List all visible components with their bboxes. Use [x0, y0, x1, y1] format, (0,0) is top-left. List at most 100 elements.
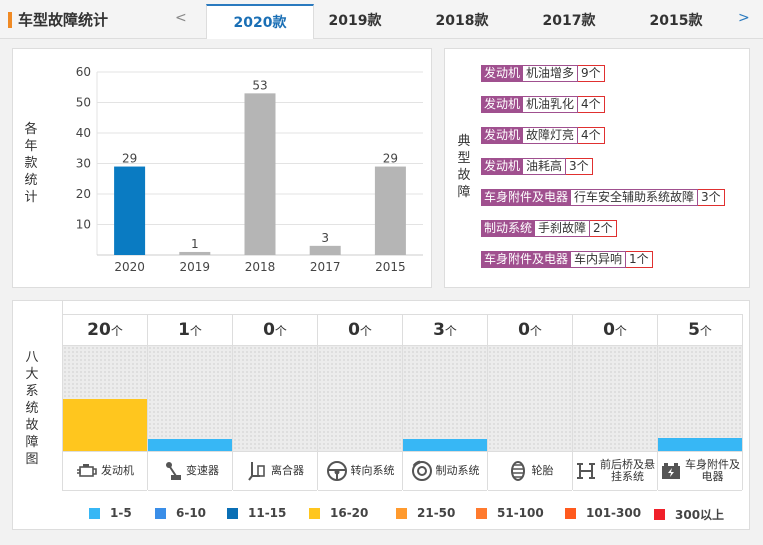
system-column[interactable]: 0个前后桥及悬挂系统	[573, 314, 658, 491]
fault-category: 制动系统	[481, 220, 536, 237]
fault-item[interactable]: 制动系统 手刹故障 2个	[481, 220, 617, 237]
fault-category: 发动机	[481, 158, 524, 175]
tire-icon	[510, 461, 525, 481]
system-column[interactable]: 5个 车身附件及电器	[658, 314, 743, 491]
legend-swatch	[309, 507, 320, 519]
count-unit: 个	[614, 324, 627, 338]
count-unit: 个	[359, 324, 372, 338]
fault-count: 1个	[626, 251, 653, 268]
tab-2019款[interactable]: 2019款	[328, 13, 382, 29]
fault-item[interactable]: 发动机 机油乳化 4个	[481, 96, 605, 113]
bar-value-label: 29	[383, 152, 398, 166]
bar-value-label: 3	[321, 231, 329, 245]
header	[0, 0, 763, 39]
fault-item[interactable]: 发动机 机油增多 9个	[481, 65, 605, 82]
system-count: 3个	[403, 314, 487, 346]
system-count: 0个	[573, 314, 657, 346]
legend-swatch	[654, 509, 665, 520]
legend-item: 21-50	[396, 506, 455, 520]
fault-count: 4个	[578, 127, 605, 144]
system-bar-area	[573, 346, 657, 451]
system-column[interactable]: 1个 变速器	[148, 314, 233, 491]
tab-2017款[interactable]: 2017款	[542, 13, 596, 29]
system-label: 转向系统	[318, 451, 402, 491]
legend-swatch	[227, 507, 238, 519]
fault-name: 故障灯亮	[523, 127, 579, 144]
year-bar-chart: 10 20 30 40 50 60 29 2020 1 2019 53 2018 3 2017 29 2015	[76, 65, 423, 274]
system-label: 制动系统	[403, 451, 487, 491]
system-column[interactable]: 0个轮胎	[488, 314, 573, 491]
tab-2020款[interactable]: 2020款	[206, 4, 314, 39]
system-count: 5个	[658, 314, 742, 346]
legend-swatch	[89, 507, 100, 519]
count-value: 0	[518, 320, 530, 340]
system-bar-area	[488, 346, 572, 451]
legend-item: 300以上	[654, 506, 724, 523]
clutch-icon	[248, 462, 265, 481]
prev-arrow-button[interactable]: <	[175, 10, 187, 26]
system-label: 离合器	[233, 451, 317, 491]
legend-label: 6-10	[176, 506, 207, 520]
system-count: 0个	[233, 314, 317, 346]
system-column[interactable]: 3个制动系统	[403, 314, 488, 491]
count-value: 0	[603, 320, 615, 340]
typical-faults-label: 典型故障	[457, 134, 471, 200]
legend-item: 6-10	[155, 506, 206, 520]
fault-item[interactable]: 车身附件及电器 车内异响 1个	[481, 251, 653, 268]
tab-2018款[interactable]: 2018款	[435, 13, 489, 29]
system-column[interactable]: 20个 发动机	[63, 314, 148, 491]
count-unit: 个	[699, 324, 712, 338]
bar-value-label: 1	[191, 237, 199, 251]
system-count: 0个	[488, 314, 572, 346]
title-accent	[8, 12, 12, 28]
fault-category: 车身附件及电器	[481, 251, 572, 268]
bar-2019[interactable]	[179, 251, 211, 255]
fault-count: 4个	[578, 96, 605, 113]
next-arrow-button[interactable]: >	[738, 10, 750, 26]
legend-item: 101-300	[565, 506, 641, 520]
system-column[interactable]: 0个 转向系统	[318, 314, 403, 491]
legend-swatch	[396, 507, 407, 519]
eight-systems-label: 八大系统故障图	[25, 350, 39, 467]
y-tick-label: 40	[76, 126, 91, 140]
steering-wheel-icon	[326, 461, 347, 481]
fault-item[interactable]: 车身附件及电器 行车安全辅助系统故障 3个	[481, 189, 725, 206]
bar-2017[interactable]	[309, 245, 341, 255]
system-column[interactable]: 0个离合器	[233, 314, 318, 491]
system-bar	[148, 439, 232, 451]
count-value: 0	[263, 320, 275, 340]
system-bar-area	[658, 346, 742, 451]
fault-item[interactable]: 发动机 油耗高 3个	[481, 158, 593, 175]
legend-label: 101-300	[586, 506, 642, 520]
y-tick-label: 20	[76, 187, 91, 201]
system-name: 轮胎	[531, 464, 554, 477]
fault-name: 行车安全辅助系统故障	[571, 189, 699, 206]
legend-label: 21-50	[417, 506, 456, 520]
count-unit: 个	[444, 324, 457, 338]
bar-2020[interactable]	[114, 166, 146, 255]
brake-disc-icon	[411, 460, 432, 481]
system-bar-area	[233, 346, 317, 451]
system-count: 1个	[148, 314, 232, 346]
battery-icon	[661, 463, 680, 479]
fault-count: 2个	[590, 220, 617, 237]
count-unit: 个	[189, 324, 202, 338]
legend-swatch	[476, 507, 487, 519]
system-bar-area	[148, 346, 232, 451]
bar-value-label: 53	[252, 78, 267, 92]
typical-faults-panel: 典型故障 发动机 机油增多 9个 发动机 机油乳化 4个 发动机 故障灯亮 4个 发动机 油耗高 3个…	[444, 48, 750, 288]
system-bar-area	[318, 346, 402, 451]
legend-label: 16-20	[330, 506, 369, 520]
y-tick-label: 50	[76, 96, 91, 110]
fault-item[interactable]: 发动机 故障灯亮 4个	[481, 127, 605, 144]
system-bar	[63, 399, 147, 451]
x-tick-label: 2017	[310, 260, 341, 274]
x-tick-label: 2019	[180, 260, 211, 274]
legend-item: 51-100	[476, 506, 544, 520]
system-name: 前后桥及悬挂系统	[600, 458, 655, 483]
count-unit: 个	[274, 324, 287, 338]
tab-2015款[interactable]: 2015款	[649, 13, 703, 29]
bar-2018[interactable]	[244, 93, 276, 255]
bar-2015[interactable]	[374, 166, 406, 255]
fault-category: 发动机	[481, 127, 524, 144]
